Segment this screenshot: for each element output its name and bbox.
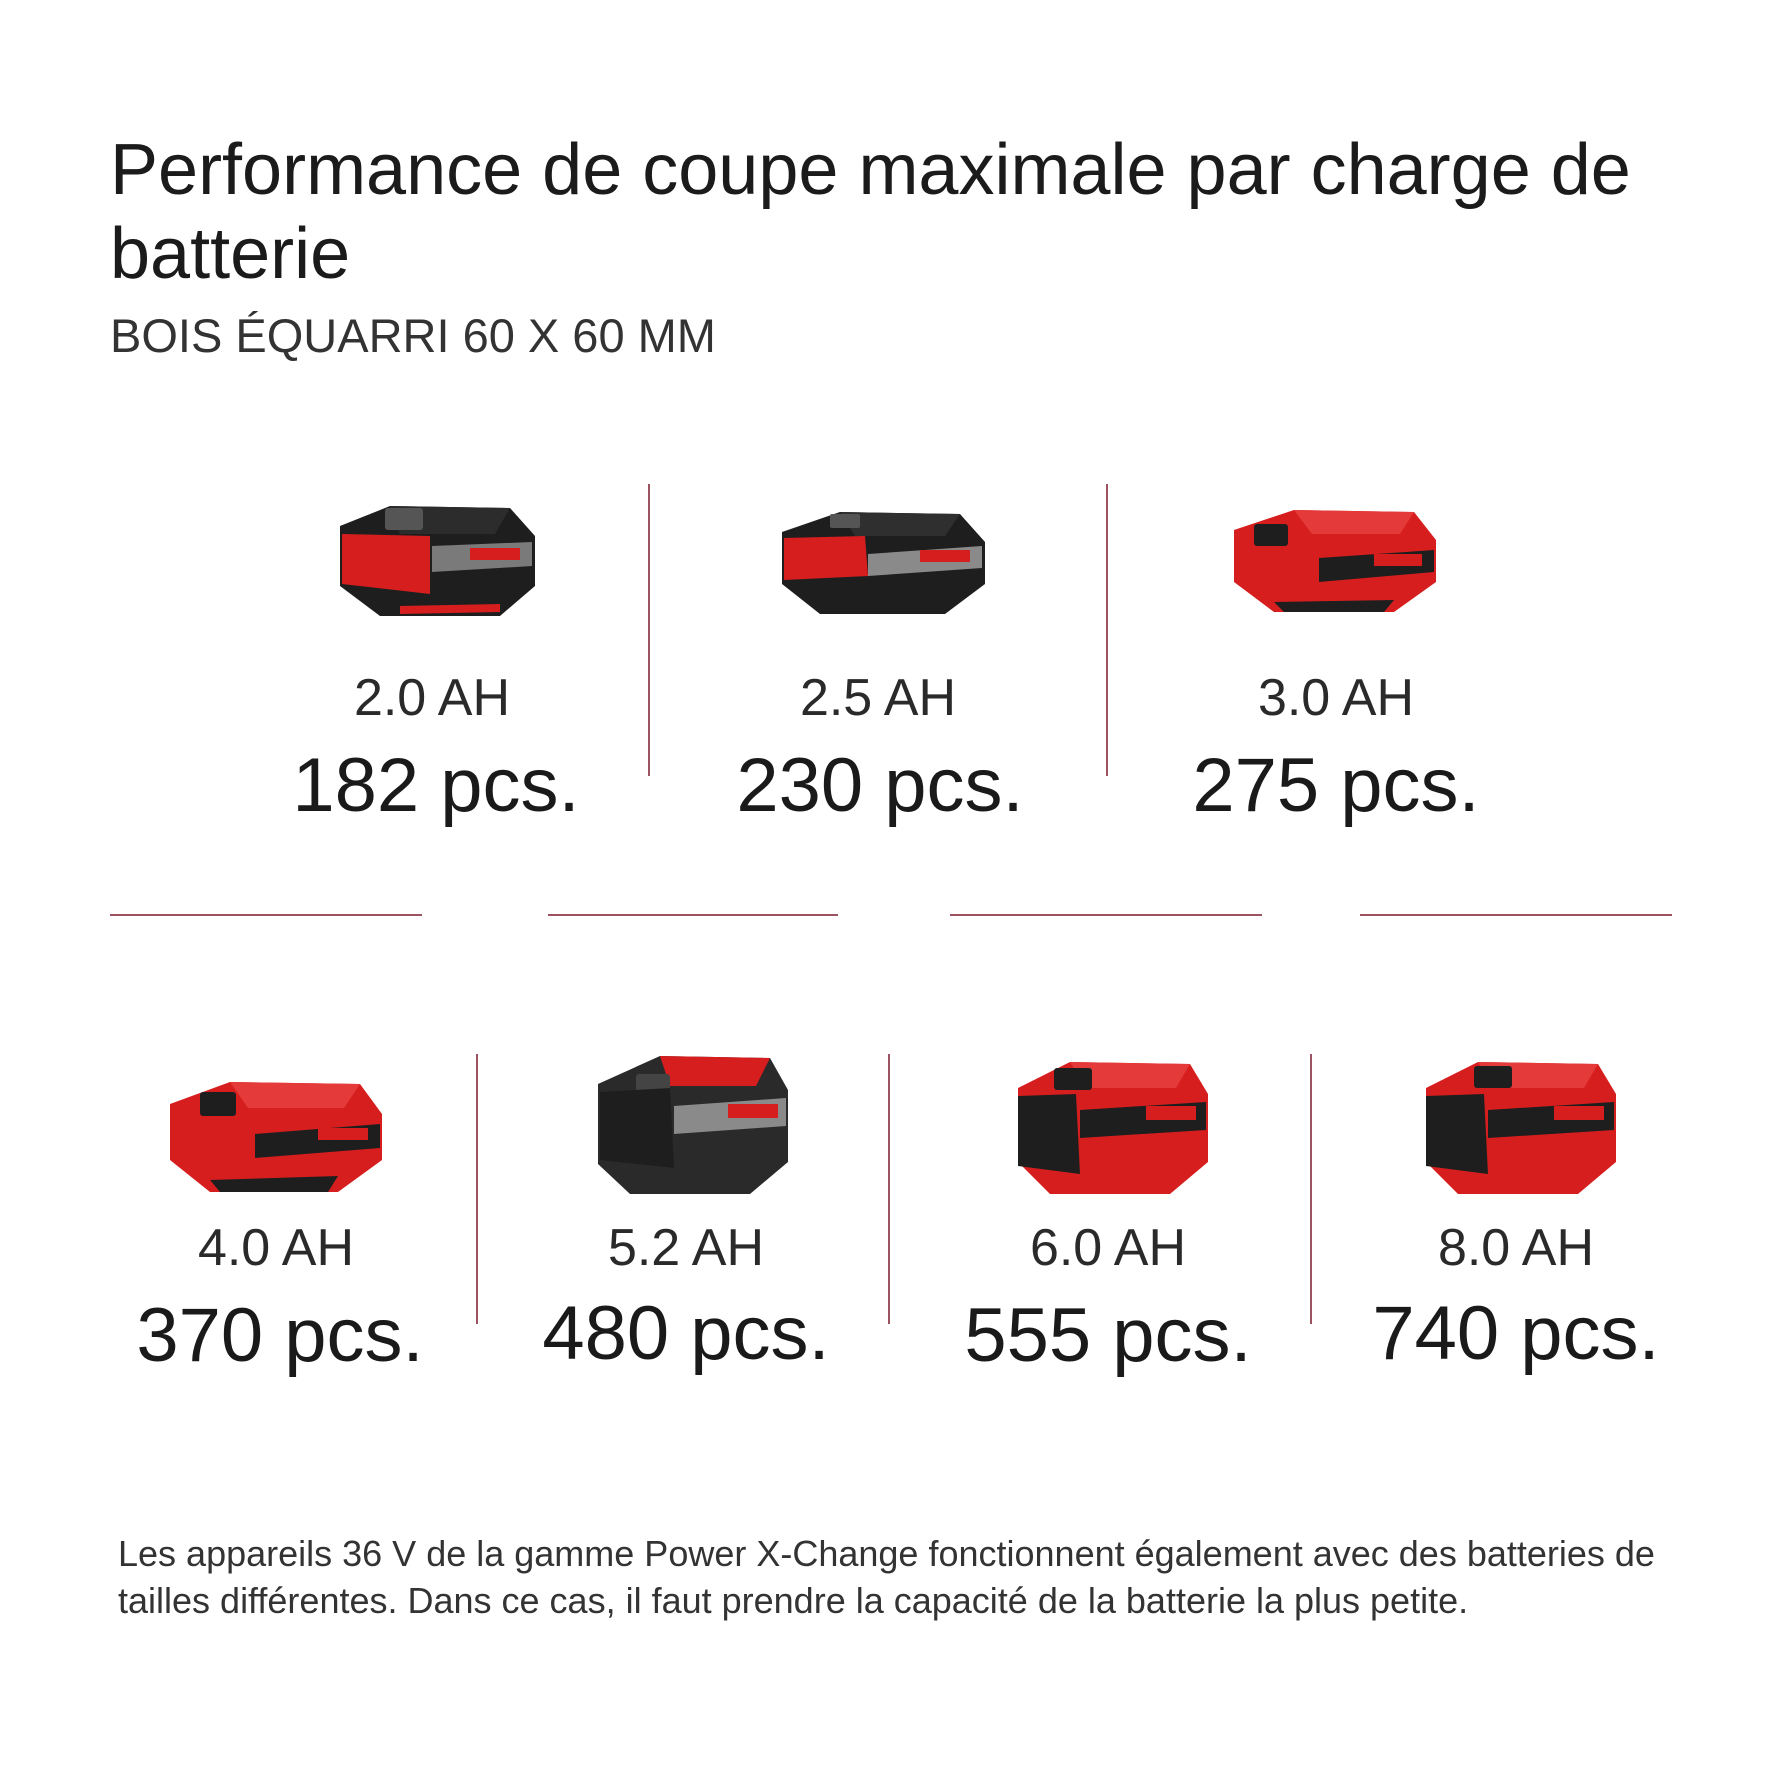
divider-horizontal [110, 914, 422, 916]
battery-6-0ah-icon [1018, 1062, 1208, 1194]
battery-3-0ah-icon [1234, 510, 1436, 612]
battery-2-0ah-icon [340, 506, 535, 616]
divider-horizontal [1360, 914, 1672, 916]
battery-pieces-value: 555 pcs. [964, 1293, 1252, 1378]
battery-pieces-value: 480 pcs. [542, 1291, 830, 1376]
battery-capacity-label: 6.0 AH [1029, 1219, 1187, 1277]
battery-capacity-label: 2.5 AH [799, 669, 957, 727]
divider-vertical [888, 1054, 890, 1324]
battery-8-0ah-icon [1426, 1062, 1616, 1194]
battery-capacity-label: 3.0 AH [1257, 669, 1415, 727]
battery-capacity-label: 8.0 AH [1437, 1219, 1595, 1277]
divider-vertical [476, 1054, 478, 1324]
battery-pieces-value: 182 pcs. [292, 743, 580, 828]
battery-pieces-value: 370 pcs. [136, 1293, 424, 1378]
battery-pieces-value: 740 pcs. [1372, 1291, 1660, 1376]
battery-capacity-label: 4.0 AH [197, 1219, 355, 1277]
battery-pieces-value: 230 pcs. [736, 743, 1024, 828]
divider-vertical [1106, 484, 1108, 776]
battery-5-2ah-icon [598, 1056, 788, 1194]
battery-pieces-value: 275 pcs. [1192, 743, 1480, 828]
divider-horizontal [548, 914, 838, 916]
battery-4-0ah-icon [170, 1082, 382, 1192]
divider-vertical [648, 484, 650, 776]
battery-capacity-label: 2.0 AH [353, 669, 511, 727]
page-title: Performance de coupe maximale par charge… [110, 130, 1631, 294]
page-subtitle: BOIS ÉQUARRI 60 X 60 MM [110, 309, 716, 362]
footnote-text: Les appareils 36 V de la gamme Power X-C… [118, 1533, 1655, 1621]
battery-2-5ah-icon [782, 512, 985, 614]
divider-vertical [1310, 1054, 1312, 1324]
battery-capacity-label: 5.2 AH [607, 1219, 765, 1277]
divider-horizontal [950, 914, 1262, 916]
